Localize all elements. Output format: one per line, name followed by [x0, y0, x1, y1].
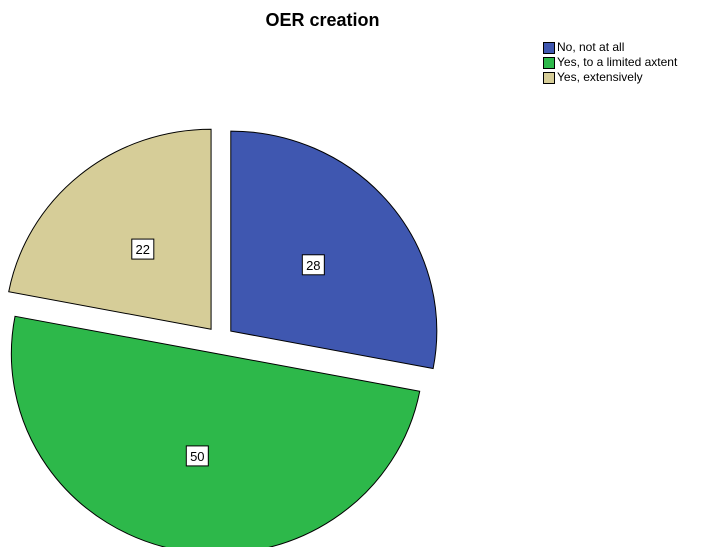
legend-item-yes-extensively: Yes, extensively — [543, 70, 677, 85]
data-label-text: 50 — [190, 449, 204, 464]
data-label-text: 22 — [136, 242, 150, 257]
data-label-box — [185, 445, 209, 467]
data-label: 22 — [131, 238, 155, 260]
legend-label: Yes, extensively — [557, 70, 643, 84]
slice-yes-limited — [10, 315, 421, 547]
slice-no-not-at-all — [230, 130, 438, 370]
legend-label: Yes, to a limited axtent — [557, 55, 678, 69]
data-label-text: 28 — [306, 258, 320, 273]
data-label-box — [131, 238, 155, 260]
chart-title: OER creation — [265, 10, 380, 30]
legend: No, not at all Yes, to a limited axtent … — [543, 40, 677, 85]
legend-swatch — [543, 41, 555, 54]
legend-item-yes-limited: Yes, to a limited axtent — [543, 55, 677, 70]
legend-label: No, not at all — [557, 40, 625, 54]
data-label-box — [301, 254, 325, 276]
data-label: 28 — [301, 254, 325, 276]
data-label: 50 — [185, 445, 209, 467]
legend-swatch — [543, 56, 555, 69]
legend-item-no-not-at-all: No, not at all — [543, 40, 677, 55]
slice-yes-extensively — [8, 128, 212, 330]
legend-swatch — [543, 71, 555, 84]
